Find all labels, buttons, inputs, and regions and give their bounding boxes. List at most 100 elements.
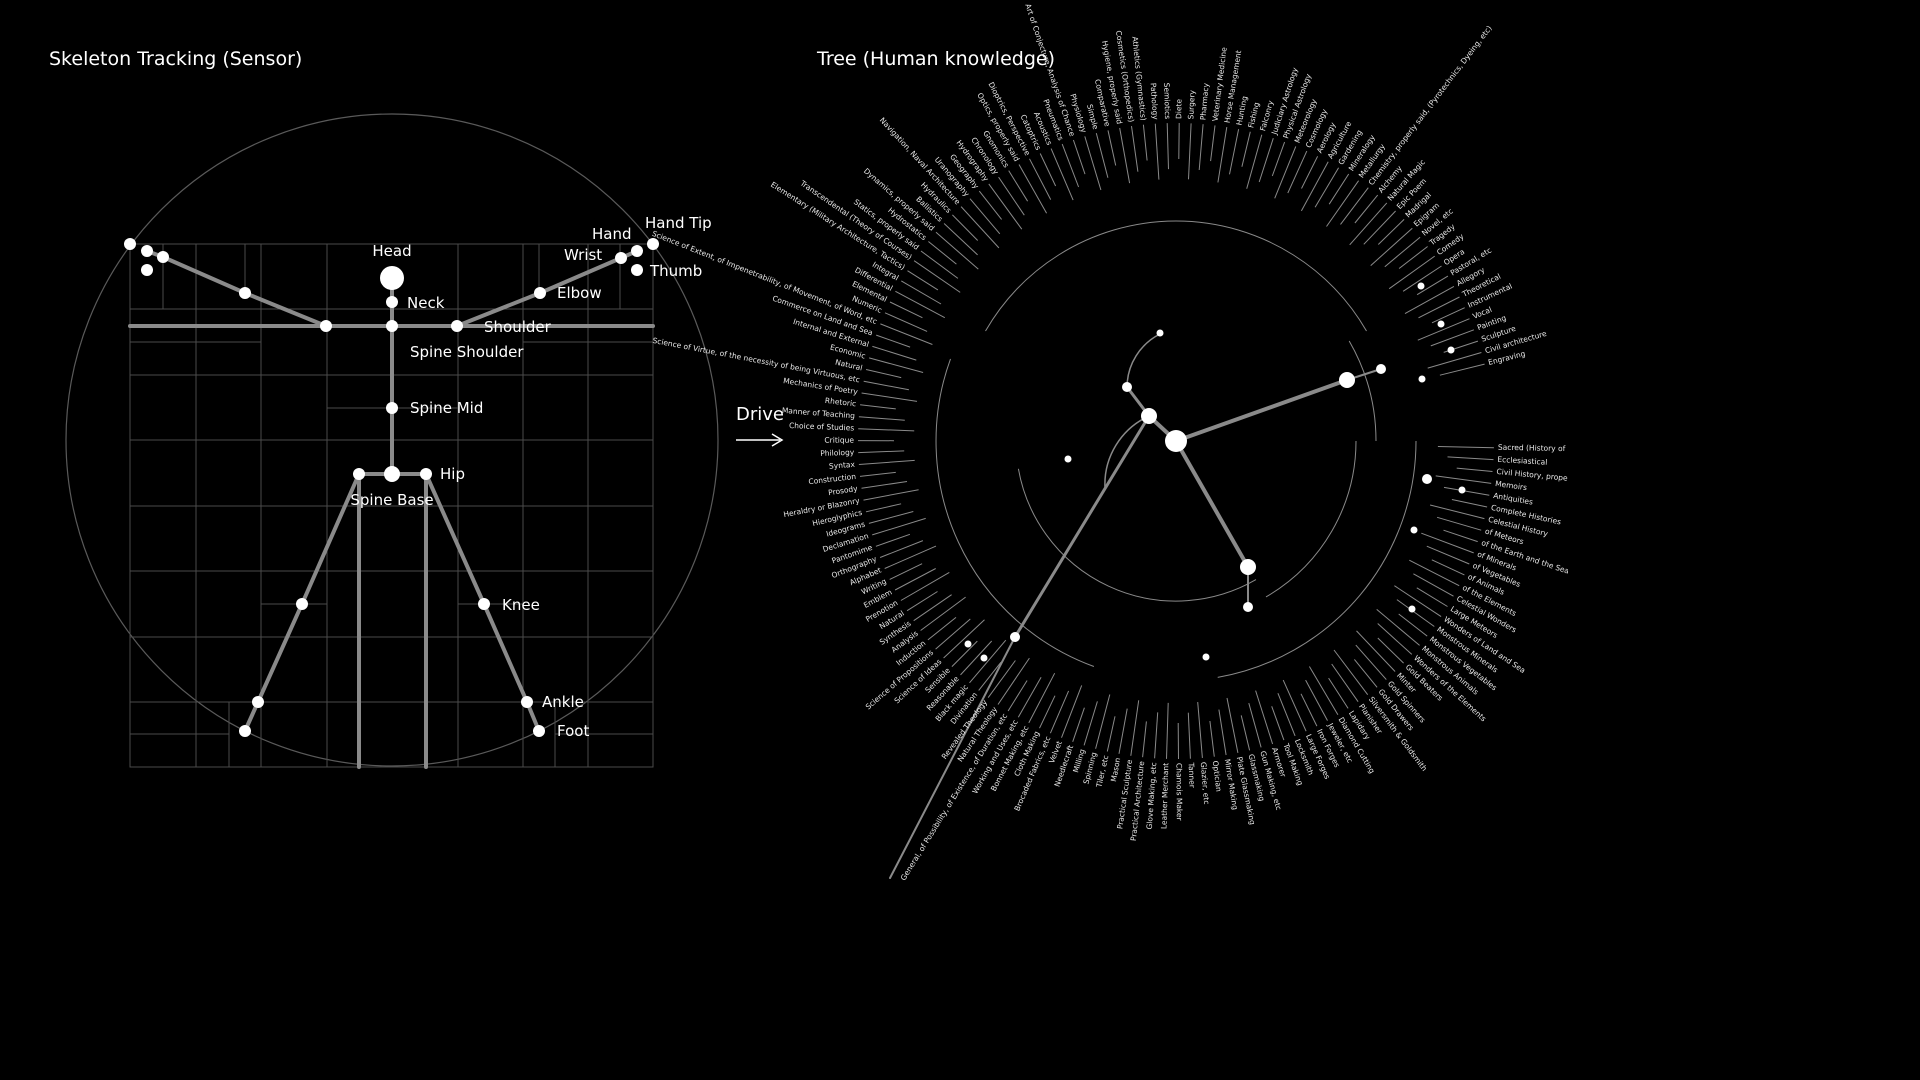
tree-leaf-label: Rhetoric [824, 396, 856, 409]
tree-leaf-spoke [1187, 712, 1191, 759]
tree-ring-arc [1348, 340, 1377, 442]
label-thumb: Thumb [649, 262, 702, 280]
tree-leaf-spoke [920, 250, 959, 279]
tree-leaf-spoke [1404, 285, 1455, 315]
tree-leaf-spoke [1426, 545, 1470, 565]
tree-leaf-spoke [875, 533, 911, 547]
joint-spine-base [384, 466, 400, 482]
skeleton-bones [128, 249, 655, 769]
tree-leaf-spoke [1271, 706, 1285, 741]
tree-leaf-spoke [1061, 143, 1080, 188]
tree-leaf-spoke [1305, 679, 1328, 721]
tree-leaf-spoke [1282, 679, 1307, 732]
label-shoulder: Shoulder [484, 318, 552, 336]
tree-leaf-spoke [858, 416, 905, 421]
tree-leaf-spoke [928, 241, 957, 265]
tree-leaf-spoke [1229, 129, 1240, 175]
tree-leaf-spoke [860, 404, 896, 410]
tree-leaf-spoke [951, 640, 978, 667]
tree-leaf-spoke [1409, 559, 1460, 587]
right-leg-bone [243, 472, 361, 733]
right-arm-bone [145, 249, 328, 328]
drive-arrow: Drive [736, 404, 784, 447]
tree-leaf-spoke [1437, 446, 1494, 449]
tree-leaf-spoke [1376, 609, 1420, 646]
tree-leaf-spoke [1246, 134, 1263, 189]
tree-leaf-spoke [1029, 158, 1052, 200]
tree-leaf-spoke [900, 571, 950, 601]
left-arm-bone [455, 249, 639, 328]
tree-leaf-spoke [920, 596, 966, 631]
tree-leaf-spoke [1331, 663, 1359, 702]
tree-leaf-spoke [1396, 599, 1435, 627]
tree-leaf-label: Optician [1211, 760, 1224, 792]
tree-leaf-spoke [1083, 701, 1098, 746]
tree-leaf-spoke [1394, 585, 1442, 618]
tree-leaf-spoke [1154, 712, 1159, 759]
tree-leaf-spoke [1456, 467, 1493, 472]
node-logic [964, 640, 972, 648]
vitruvian-circle [65, 113, 719, 767]
tree-leaf-spoke [1416, 587, 1448, 607]
tree-leaf-label: Manner of Teaching [782, 406, 856, 421]
node-ethics [980, 654, 988, 662]
node-root [1165, 430, 1187, 452]
tree-leaf-label: Sacred (History of Prophets) [1498, 443, 1568, 454]
tree-leaf-spoke [1328, 173, 1350, 205]
joint-wrist-left [615, 252, 627, 264]
joint-hand-left [631, 245, 643, 257]
tree-leaf-spoke [1130, 700, 1140, 756]
tree-leaf-spoke [960, 206, 1000, 249]
tree-leaf-spoke [1217, 127, 1228, 183]
tree-leaf-spoke [988, 183, 1023, 230]
tree-leaf-spoke [868, 511, 914, 524]
tree-leaf-spoke [1095, 132, 1109, 178]
tree-ring-arc [1265, 440, 1357, 598]
tree-leaf-spoke [895, 290, 946, 319]
tree-leaf-spoke [1210, 125, 1216, 162]
tree-leaf-label: Science of Virtue, of the necessity of b… [652, 336, 861, 384]
joint-labels: Head Neck Shoulder Spine Shoulder Spine … [350, 214, 711, 740]
tree-leaf-spoke [894, 568, 936, 591]
tree-leaf-spoke [858, 450, 905, 454]
label-foot: Foot [557, 722, 589, 740]
tree-leaf-spoke [960, 640, 993, 676]
tree-leaf-spoke [1107, 130, 1117, 166]
arrow-head-icon [771, 433, 784, 447]
joint-hip-right [353, 468, 365, 480]
label-spine-base: Spine Base [350, 491, 433, 509]
tree-leaf-spoke [1007, 680, 1028, 712]
joint-spine-mid [386, 402, 398, 414]
label-elbow: Elbow [557, 284, 602, 302]
tree-leaf-spoke [1258, 138, 1274, 183]
joint-thumb-right [141, 264, 153, 276]
joint-handtip-right [124, 238, 136, 250]
tree-leaf-label: Choice of Studies [789, 421, 855, 433]
tree-leaf-spoke [1166, 702, 1169, 759]
node-arts [1408, 605, 1416, 613]
left-title: Skeleton Tracking (Sensor) [49, 48, 302, 70]
tree-leaf-spoke [1154, 123, 1160, 180]
tree-leaf-label: Chemistry, properly said, (Pyrotechnics,… [1367, 24, 1494, 187]
joint-elbow-right [239, 287, 251, 299]
skeleton-panel: Head Neck Shoulder Spine Shoulder Spine … [65, 113, 719, 769]
tree-leaf-label: Construction [808, 472, 857, 486]
node-natural-hist [1410, 526, 1418, 534]
tree-leaf-label: Tanner [1187, 761, 1197, 788]
node-poetry [1376, 364, 1386, 374]
tree-leaf-label: Glove Making, etc [1145, 762, 1159, 830]
tree-leaf-spoke [1255, 690, 1274, 745]
tree-leaf-spoke [1118, 708, 1128, 754]
node-parabolic [1447, 346, 1455, 354]
tree-leaf-spoke [1421, 532, 1474, 554]
tree-leaf-spoke [1017, 676, 1042, 718]
tree-leaf-spoke [865, 369, 902, 379]
tree-leaf-spoke [1072, 139, 1086, 175]
diagram-canvas: Skeleton Tracking (Sensor) [49, 3, 1568, 882]
tree-leaf-spoke [1447, 456, 1494, 461]
joint-elbow-left [534, 287, 546, 299]
tree-leaf-label: Semiotics [1162, 83, 1172, 120]
tree-leaf-spoke [1370, 227, 1413, 266]
tree-leaf-spoke [907, 270, 939, 291]
node-civil-2 [1458, 486, 1466, 494]
